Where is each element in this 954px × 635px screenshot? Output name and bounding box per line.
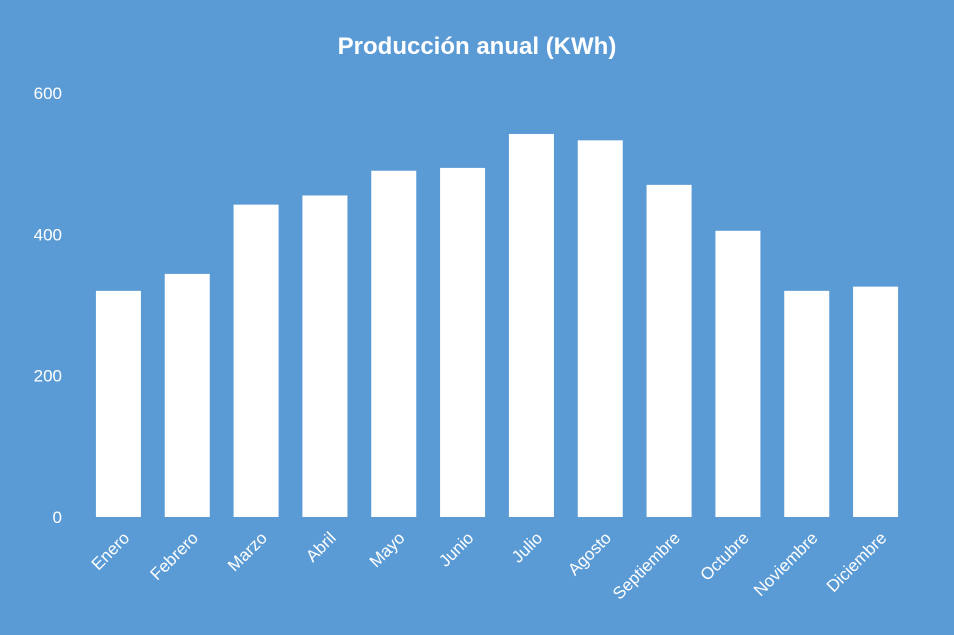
bar-julio [508, 133, 554, 517]
bar-noviembre [784, 290, 830, 517]
bar-abril [302, 195, 348, 517]
x-category-label: Junio [435, 528, 477, 570]
x-category-label: Enero [88, 528, 134, 574]
y-axis-tick-labels: 0 200 400 600 [34, 84, 62, 527]
bar-septiembre [646, 184, 692, 517]
y-tick-label: 0 [53, 508, 62, 527]
y-tick-label: 600 [34, 84, 62, 103]
bar-mayo [371, 170, 417, 517]
y-tick-label: 400 [34, 225, 62, 244]
x-category-label: Diciembre [823, 528, 891, 596]
x-category-label: Noviembre [750, 528, 822, 600]
bar-enero [95, 290, 141, 517]
x-category-label: Septiembre [609, 528, 684, 603]
bar-marzo [233, 204, 279, 518]
x-category-label: Mayo [366, 528, 409, 571]
y-tick-label: 200 [34, 367, 62, 386]
x-category-label: Febrero [147, 528, 203, 584]
x-axis-category-labels: Enero Febrero Marzo Abril Mayo Junio Julio Agos… [88, 528, 891, 603]
x-category-label: Agosto [564, 528, 615, 579]
bar-febrero [164, 273, 210, 517]
bar-diciembre [853, 286, 899, 517]
x-category-label: Marzo [224, 528, 271, 575]
bar-agosto [577, 140, 623, 517]
bar-octubre [715, 230, 761, 518]
x-category-label: Abril [302, 528, 339, 565]
x-category-label: Julio [508, 528, 546, 566]
bar-series [95, 133, 899, 518]
chart-title: Producción anual (KWh) [338, 33, 617, 60]
bar-junio [440, 167, 486, 517]
x-category-label: Octubre [697, 528, 753, 584]
